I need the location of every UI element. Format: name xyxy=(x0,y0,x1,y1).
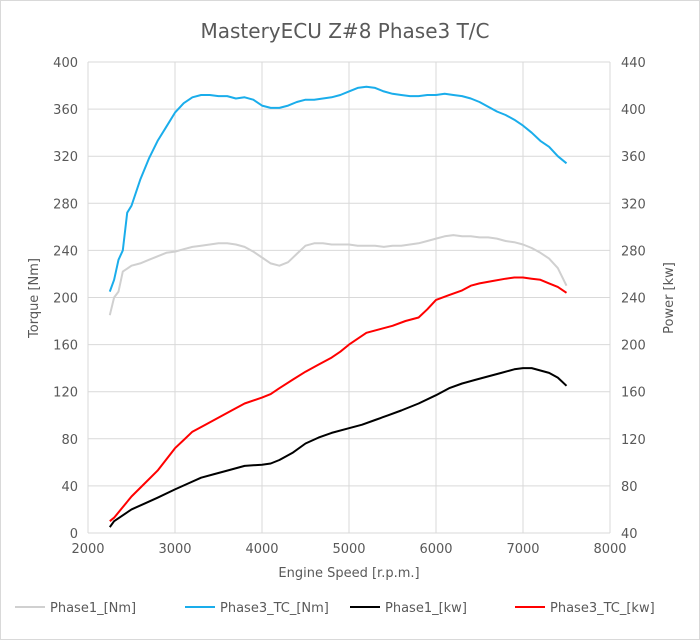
legend-label: Phase1_[kw] xyxy=(385,601,467,616)
y-tick-label: 360 xyxy=(53,103,78,118)
legend-label: Phase3_TC_[Nm] xyxy=(220,601,329,616)
y2-tick-label: 160 xyxy=(621,386,646,401)
legend-label: Phase3_TC_[kw] xyxy=(550,601,655,616)
x-tick-label: 3000 xyxy=(158,542,191,557)
y2-tick-label: 440 xyxy=(621,56,646,71)
y2-tick-label: 40 xyxy=(621,527,638,542)
series-line-phase3-tc-kw xyxy=(109,276,568,522)
x-tick-label: 5000 xyxy=(332,542,365,557)
y-tick-label: 240 xyxy=(53,244,78,259)
x-tick-label: 2000 xyxy=(71,542,104,557)
y2-tick-label: 240 xyxy=(621,292,646,307)
y2-tick-label: 200 xyxy=(621,339,646,354)
x-tick-label: 6000 xyxy=(419,542,452,557)
y-tick-label: 160 xyxy=(53,339,78,354)
series-line-phase3-tc-nm xyxy=(108,85,568,292)
series-line-phase1-nm xyxy=(108,234,568,316)
y-tick-label: 280 xyxy=(53,197,78,212)
x-tick-label: 8000 xyxy=(593,542,626,557)
y-tick-label: 320 xyxy=(53,150,78,165)
y-tick-label: 400 xyxy=(53,56,78,71)
legend-label: Phase1_[Nm] xyxy=(50,601,136,616)
y-axis-label: Torque [Nm] xyxy=(27,258,42,339)
y2-tick-label: 80 xyxy=(621,480,638,495)
y2-axis-label: Power [kw] xyxy=(662,262,677,334)
chart-title: MasteryECU Z#8 Phase3 T/C xyxy=(201,19,490,43)
x-axis-label: Engine Speed [r.p.m.] xyxy=(278,566,419,581)
y-tick-label: 40 xyxy=(61,480,78,495)
legend: Phase1_[Nm] Phase3_TC_[Nm] Phase1_[kw] Phas… xyxy=(15,601,655,616)
y-tick-label: 120 xyxy=(53,386,78,401)
series-lines xyxy=(108,85,568,528)
y-tick-label: 0 xyxy=(70,527,78,542)
y-tick-label: 200 xyxy=(53,292,78,307)
x-tick-label: 4000 xyxy=(245,542,278,557)
y2-tick-label: 360 xyxy=(621,150,646,165)
y2-tick-label: 120 xyxy=(621,433,646,448)
y2-tick-label: 280 xyxy=(621,244,646,259)
axes: 2000 3000 4000 5000 6000 7000 8000 0 40 80 120 160 2… xyxy=(53,56,646,557)
x-tick-label: 7000 xyxy=(506,542,539,557)
y-tick-label: 80 xyxy=(61,433,78,448)
series-line-phase1-kw xyxy=(108,367,568,528)
y2-tick-label: 400 xyxy=(621,103,646,118)
y2-tick-label: 320 xyxy=(621,197,646,212)
